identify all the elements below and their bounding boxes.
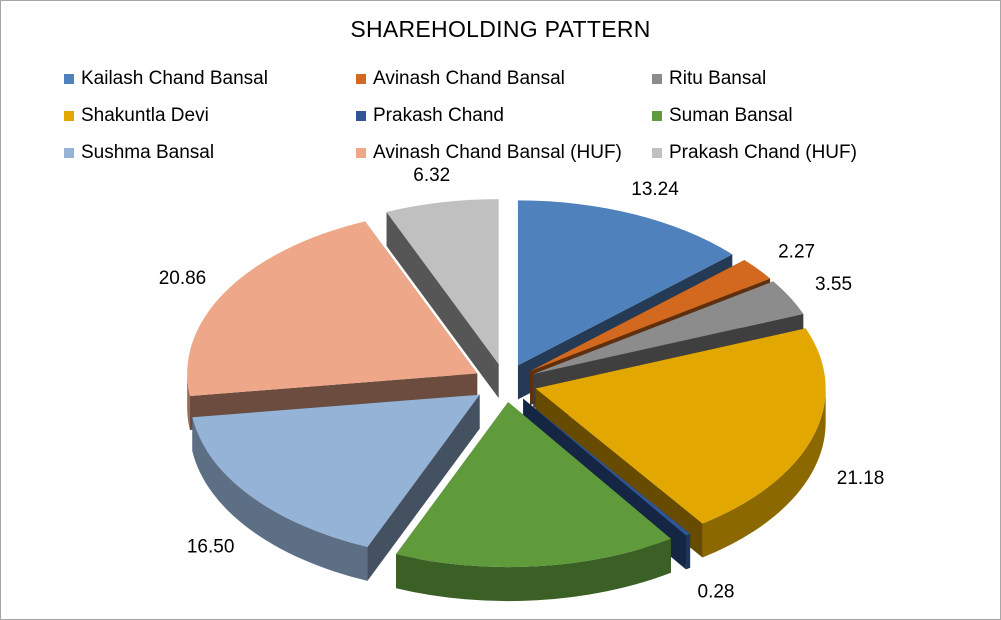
pie-slice [192,394,480,547]
legend-item: Avinash Chand Bansal (HUF) [356,142,652,164]
legend-swatch [652,148,662,158]
legend-swatch [356,148,366,158]
slice-side [367,394,480,581]
legend-label: Sushma Bansal [81,142,215,163]
data-label: 16.50 [187,536,235,557]
legend-item: Kailash Chand Bansal [64,68,356,90]
legend-swatch [64,148,74,158]
pie-slice [523,398,691,536]
legend-label: Shakuntla Devi [81,105,209,126]
slice-wall [702,388,826,558]
legend-item: Avinash Chand Bansal [356,68,652,90]
legend-label: Suman Bansal [669,105,793,126]
data-label: 15.80 [518,618,566,620]
legend-label: Prakash Chand [373,105,504,126]
data-label: 3.55 [815,274,852,295]
legend-item: Prakash Chand (HUF) [652,142,932,164]
pie-slice [517,200,733,366]
slice-wall [192,417,368,581]
legend-label: Ritu Bansal [669,68,767,89]
data-label: 0.28 [698,582,735,603]
legend-swatch [356,111,366,121]
legend-swatch [356,74,366,84]
slice-wall [685,533,691,570]
legend-label: Avinash Chand Bansal (HUF) [373,142,622,163]
pie-slice [533,281,804,375]
legend: Kailash Chand Bansal Avinash Chand Bansa… [64,68,944,164]
legend-swatch [64,74,74,84]
legend-swatch [652,111,662,121]
pie-slice [396,402,671,568]
legend-item: Prakash Chand [356,105,652,127]
legend-label: Prakash Chand (HUF) [669,142,857,163]
legend-item: Shakuntla Devi [64,105,356,127]
legend-swatch [64,111,74,121]
data-label: 13.24 [631,179,679,200]
data-labels: 13.24 2.273.55 21.18 0.28 15.80 16.50 20.86 6.3… [159,165,885,620]
pie-slice [386,199,499,365]
slice-wall [187,373,190,431]
slice-side [386,212,499,399]
chart-title: SHAREHOLDING PATTERN [350,16,651,42]
pie-slice [187,221,478,397]
data-label: 21.18 [837,468,885,489]
legend-item: Ritu Bansal [652,68,932,90]
pie-slices [187,199,826,568]
data-label: 6.32 [413,165,450,186]
pie-slice [530,259,771,372]
legend-item: Suman Bansal [652,105,932,127]
slice-wall [396,538,671,602]
pie-slice [535,328,826,524]
legend-item: Sushma Bansal [64,142,356,164]
data-label: 2.27 [778,242,815,263]
legend-label: Kailash Chand Bansal [81,68,268,89]
legend-label: Avinash Chand Bansal [373,68,565,89]
data-label: 20.86 [159,268,207,289]
legend-swatch [652,74,662,84]
